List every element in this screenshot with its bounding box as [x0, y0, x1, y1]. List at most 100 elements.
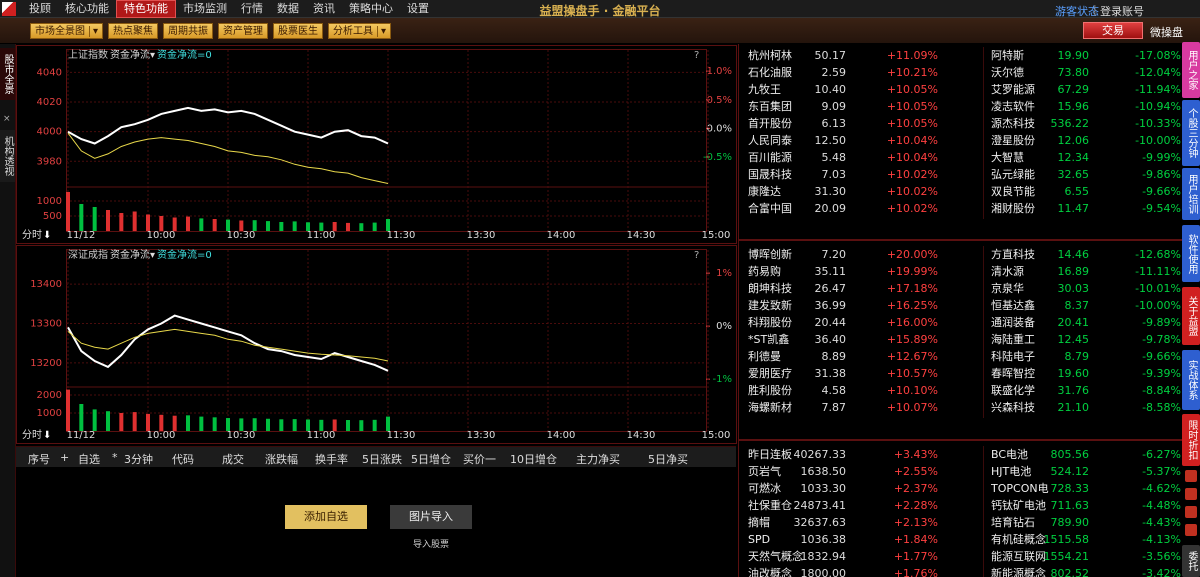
tool-icon[interactable] [1185, 506, 1197, 518]
column-header[interactable]: 序号 [28, 453, 50, 466]
tool-icon[interactable] [1185, 488, 1197, 500]
stock-name[interactable]: *ST凯鑫 [748, 333, 790, 346]
stock-name[interactable]: 方直科技 [991, 248, 1035, 261]
stock-name[interactable]: 新能源概念 [991, 567, 1046, 577]
column-header[interactable]: 买价一 [463, 453, 496, 466]
stock-name[interactable]: 双良节能 [991, 185, 1035, 198]
stock-name[interactable]: 源杰科技 [991, 117, 1035, 130]
stock-name[interactable]: 弘元绿能 [991, 168, 1035, 181]
micro-trade[interactable]: 微操盘 [1150, 26, 1183, 39]
stock-name[interactable]: 石化油服 [748, 66, 792, 79]
column-header[interactable]: 成交 [222, 453, 244, 466]
guest-status[interactable]: 游客状态 [1055, 5, 1099, 18]
tool-icon[interactable] [1185, 470, 1197, 482]
toolbar-button[interactable]: 资产管理 [218, 23, 269, 39]
tool-icon[interactable] [1185, 524, 1197, 536]
stock-name[interactable]: 杭州柯林 [748, 49, 792, 62]
menu-item[interactable]: 核心功能 [65, 2, 109, 15]
stock-name[interactable]: 春晖智控 [991, 367, 1035, 380]
stock-name[interactable]: 摘帽 [748, 516, 770, 529]
column-header[interactable]: 5日增仓 [411, 453, 451, 466]
column-header[interactable]: 10日增仓 [510, 453, 557, 466]
column-header[interactable]: 涨跌幅 [265, 453, 298, 466]
menu-item[interactable]: 市场监测 [183, 2, 227, 15]
stock-name[interactable]: 凌志软件 [991, 100, 1035, 113]
stock-name[interactable]: 海螺新材 [748, 401, 792, 414]
stock-name[interactable]: 海陆重工 [991, 333, 1035, 346]
toolbar-button[interactable]: 分析工具 ▾ [328, 23, 392, 39]
image-import-button[interactable]: 图片导入 [390, 505, 472, 529]
stock-name[interactable]: 湘财股份 [991, 202, 1035, 215]
stock-name[interactable]: 利德曼 [748, 350, 781, 363]
stock-name[interactable]: 建发致新 [748, 299, 792, 312]
stock-name[interactable]: 有机硅概念 [991, 533, 1046, 546]
stock-name[interactable]: TOPCON电池 [991, 482, 1049, 495]
left-tab[interactable]: 股市全景 [0, 48, 15, 100]
right-tab[interactable]: 限时折扣 [1182, 414, 1200, 466]
stock-name[interactable]: 科陆电子 [991, 350, 1035, 363]
menu-item[interactable]: 特色功能 [116, 0, 176, 18]
menu-item[interactable]: 数据 [277, 2, 299, 15]
stock-name[interactable]: 九牧王 [748, 83, 781, 96]
toolbar-button[interactable]: 热点聚焦 [108, 23, 159, 39]
stock-name[interactable]: 阿特斯 [991, 49, 1024, 62]
stock-name[interactable]: 艾罗能源 [991, 83, 1035, 96]
left-tab[interactable]: 机构透视 [0, 130, 15, 182]
stock-name[interactable]: 恒基达鑫 [991, 299, 1035, 312]
menu-item[interactable]: 投顾 [29, 2, 51, 15]
column-header[interactable]: 5日净买 [648, 453, 688, 466]
stock-name[interactable]: SPD [748, 533, 771, 546]
right-tab[interactable]: 用户培训 [1182, 168, 1200, 220]
stock-name[interactable]: 天然气概念 [748, 550, 803, 563]
stock-name[interactable]: 胜利股份 [748, 384, 792, 397]
right-tab[interactable]: 用户之家 [1182, 42, 1200, 98]
stock-name[interactable]: 大智慧 [991, 151, 1024, 164]
stock-name[interactable]: 社保重仓 [748, 499, 792, 512]
stock-name[interactable]: 朗坤科技 [748, 282, 792, 295]
right-tab[interactable]: 关于益盟 [1182, 287, 1200, 345]
stock-name[interactable]: 首开股份 [748, 117, 792, 130]
menu-item[interactable]: 资讯 [313, 2, 335, 15]
menu-item[interactable]: 设置 [407, 2, 429, 15]
add-watch-button[interactable]: 添加自选 [285, 505, 367, 529]
column-header[interactable]: 自选 [78, 453, 100, 466]
stock-name[interactable]: 东百集团 [748, 100, 792, 113]
stock-name[interactable]: 沃尔德 [991, 66, 1024, 79]
right-tab[interactable]: 个股三分钟 [1182, 100, 1200, 166]
toolbar-button[interactable]: 市场全景图 ▾ [30, 23, 104, 39]
right-tab[interactable]: 软件使用 [1182, 225, 1200, 282]
stock-name[interactable]: 人民同泰 [748, 134, 792, 147]
column-header[interactable]: 主力净买 [576, 453, 620, 466]
close-icon[interactable]: × [3, 114, 11, 124]
stock-name[interactable]: 国晟科技 [748, 168, 792, 181]
right-tab[interactable]: 委托 [1182, 545, 1200, 577]
stock-name[interactable]: 油改概念 [748, 567, 792, 577]
column-header[interactable]: * [112, 451, 118, 464]
stock-name[interactable]: 可燃冰 [748, 482, 781, 495]
login[interactable]: 登录账号 [1100, 5, 1144, 18]
right-tab[interactable]: 实战体系 [1182, 350, 1200, 410]
stock-name[interactable]: 博晖创新 [748, 248, 792, 261]
toolbar-button[interactable]: 股票医生 [273, 23, 324, 39]
trade-button[interactable]: 交易 [1083, 22, 1143, 39]
stock-name[interactable]: 钙钛矿电池 [991, 499, 1046, 512]
stock-name[interactable]: HJT电池 [991, 465, 1032, 478]
import-hint[interactable]: 导入股票 [412, 540, 449, 550]
column-header[interactable]: + [60, 451, 70, 464]
stock-name[interactable]: 百川能源 [748, 151, 792, 164]
stock-name[interactable]: 页岩气 [748, 465, 781, 478]
stock-name[interactable]: 兴森科技 [991, 401, 1035, 414]
stock-name[interactable]: 清水源 [991, 265, 1024, 278]
column-header[interactable]: 代码 [172, 453, 194, 466]
stock-name[interactable]: 合富中国 [748, 202, 792, 215]
stock-name[interactable]: BC电池 [991, 448, 1029, 461]
stock-name[interactable]: 药易购 [748, 265, 781, 278]
stock-name[interactable]: 康隆达 [748, 185, 781, 198]
stock-name[interactable]: 澄星股份 [991, 134, 1035, 147]
stock-name[interactable]: 科翔股份 [748, 316, 792, 329]
column-header[interactable]: 3分钟 [124, 453, 153, 466]
stock-name[interactable]: 昨日连板 [748, 448, 792, 461]
stock-name[interactable]: 爱朋医疗 [748, 367, 792, 380]
menu-item[interactable]: 行情 [241, 2, 263, 15]
toolbar-button[interactable]: 周期共振 [163, 23, 214, 39]
